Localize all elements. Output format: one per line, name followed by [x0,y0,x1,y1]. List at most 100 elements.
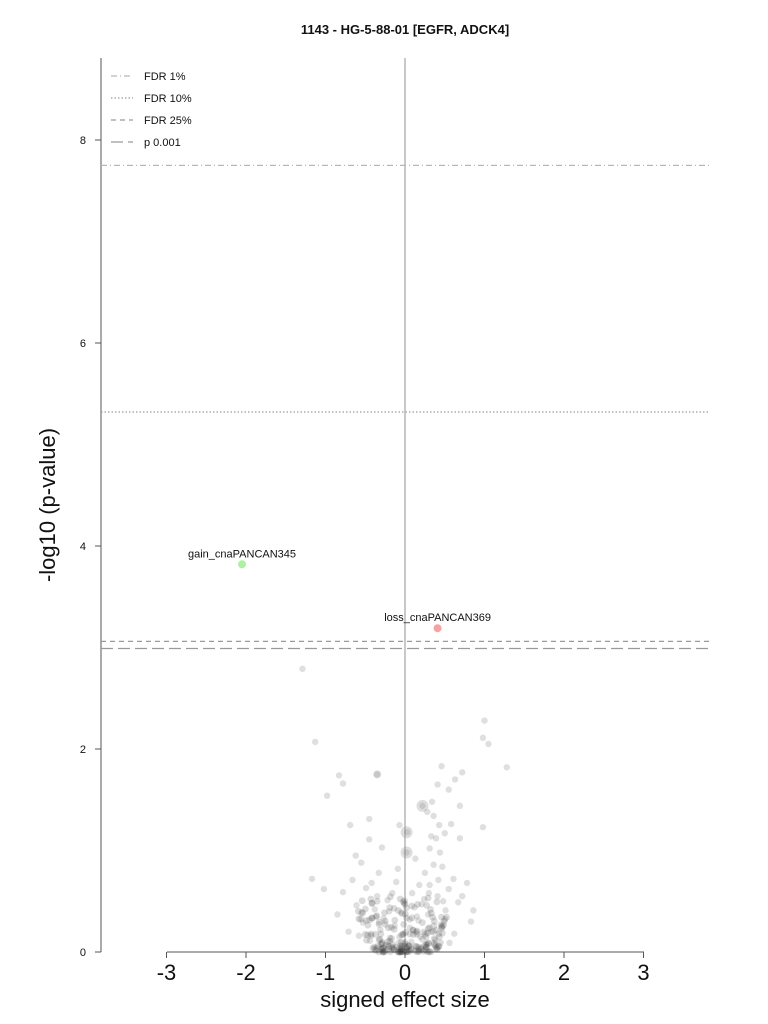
point-label-0: gain_cnaPANCAN345 [188,548,296,560]
data-point [371,943,378,951]
data-point [433,898,441,906]
data-point [335,772,343,779]
data-point [421,869,429,877]
data-point [418,935,426,943]
data-point [308,875,316,883]
data-point [368,899,376,907]
data-point [467,918,475,925]
data-point [403,948,411,955]
data-point [470,907,477,914]
highlighted-point-0 [238,560,247,569]
data-point [447,820,455,828]
data-point [413,927,421,935]
data-point [438,763,445,770]
data-point [395,939,402,947]
data-point [412,943,420,950]
data-point [409,926,417,934]
data-point [367,895,375,903]
data-point [390,944,398,952]
data-point [400,920,408,928]
data-point [450,875,457,883]
data-point [409,926,417,933]
data-point [355,915,363,923]
data-point [423,947,430,955]
data-point [430,922,438,930]
data-point [403,944,410,951]
data-point [424,894,432,902]
data-point [373,771,381,778]
data-point [426,924,433,932]
data-points [299,665,510,956]
data-point [359,909,367,917]
data-point [435,821,443,829]
data-point [372,930,379,938]
data-point [426,947,433,955]
data-point [433,945,441,953]
data-point [445,885,452,893]
data-point [358,859,365,866]
data-point [366,937,374,945]
data-point [429,913,437,921]
data-point [373,912,381,920]
data-point [432,926,440,934]
data-point [425,939,432,947]
data-point [427,909,435,917]
data-point [377,930,385,938]
data-point [424,911,432,918]
x-tick-label: -3 [157,960,177,985]
data-point [424,929,431,937]
data-point [368,879,375,887]
data-point [353,902,360,909]
data-point [377,945,385,953]
data-point [368,914,376,922]
data-point [438,923,445,931]
data-point [378,945,386,952]
legend-label-0: FDR 1% [144,71,186,83]
data-point [366,836,373,843]
data-point [423,940,430,948]
data-point [405,943,413,951]
data-point [432,835,440,842]
data-point [391,922,398,929]
data-point [414,948,421,956]
data-point [455,899,462,906]
data-point [397,909,405,916]
data-point [481,717,488,724]
data-point [433,944,441,951]
y-tick-label: 4 [80,541,86,553]
data-point [334,911,341,918]
data-point [384,942,392,950]
data-point [402,948,410,956]
x-tick-label: -2 [236,960,256,985]
data-point [368,899,376,907]
data-point [392,943,399,951]
data-point [427,905,434,913]
data-point [435,943,442,951]
data-point [416,933,424,940]
data-point [373,892,381,900]
data-point [440,921,447,929]
data-point [363,936,370,944]
data-point [357,915,365,923]
data-point [358,897,366,905]
data-point [374,942,382,950]
x-tick-label: 0 [399,960,411,985]
data-point [412,928,420,936]
data-point [405,942,413,949]
data-point [378,940,385,948]
data-point [411,947,419,955]
data-point [380,915,387,922]
data-point [386,893,394,901]
data-point [412,855,419,862]
data-point [426,845,433,852]
data-point [362,884,370,892]
data-point [371,945,379,953]
data-point [408,889,416,897]
data-point [379,946,387,954]
data-point [435,942,443,950]
data-point [400,826,413,839]
data-point [397,944,405,952]
data-point [422,933,430,940]
data-point [441,830,448,837]
